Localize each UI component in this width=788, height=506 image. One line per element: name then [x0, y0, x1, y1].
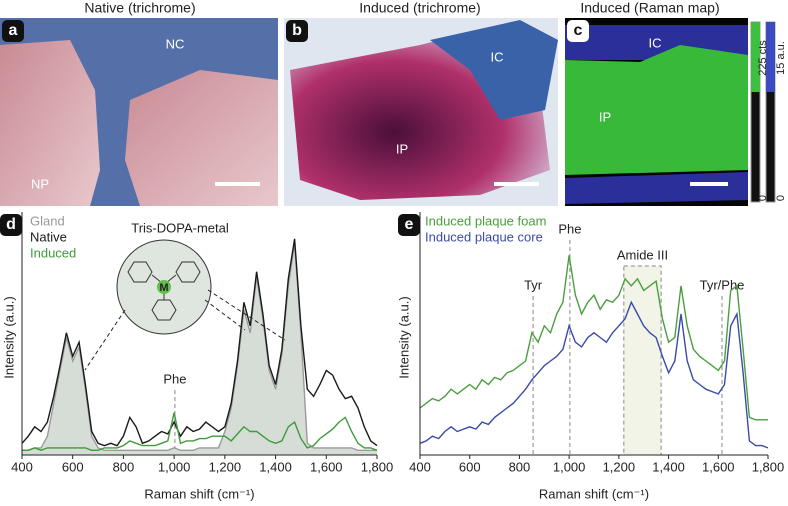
area: [22, 243, 377, 455]
x-tick-label: 1,800: [361, 459, 394, 474]
x-tick-label: 600: [62, 459, 84, 474]
panel-title: Induced (Raman map): [580, 0, 719, 16]
x-tick-label: 1,200: [209, 459, 242, 474]
legend-entry: Induced plaque core: [425, 229, 543, 244]
letter-box: [286, 20, 308, 42]
x-tick-label: 1,000: [158, 459, 191, 474]
series-line: [419, 300, 769, 449]
region-label: IC: [649, 35, 662, 50]
x-tick-label: 1,200: [603, 459, 636, 474]
scale-bar: [215, 182, 260, 186]
legend-entry: Native: [30, 229, 67, 244]
panel-title: Native (trichrome): [84, 0, 195, 16]
x-tick-label: 400: [11, 459, 33, 474]
letter-box: [567, 20, 589, 42]
inset-title: Tris-DOPA-metal: [131, 220, 229, 235]
region-label: IP: [599, 109, 611, 124]
panel-title: Induced (trichrome): [359, 0, 480, 16]
y-axis-title: Intensity (a.u.): [1, 296, 16, 378]
ring: [175, 261, 201, 283]
x-tick-label: 1,000: [553, 459, 586, 474]
colorbar: [751, 22, 760, 92]
tissue: [565, 172, 748, 204]
legend-entry: Induced: [30, 245, 76, 260]
region-label: NP: [31, 176, 49, 191]
metal-label: M: [159, 282, 168, 294]
tissue: [0, 40, 100, 206]
x-tick-label: 1,600: [702, 459, 735, 474]
annotation: Phe: [163, 371, 186, 386]
panel-a: Native (trichrome) a NC NP: [0, 0, 278, 206]
x-tick-label: 400: [409, 459, 431, 474]
x-axis-title: Raman shift (cm⁻¹): [144, 486, 254, 501]
legend-entry: Induced plaque foam: [425, 213, 546, 228]
colorbar-label: 0: [757, 195, 769, 201]
panel-b: Induced (trichrome) b IC IP: [284, 0, 558, 206]
colorbar-label: 225 cts: [757, 40, 769, 76]
series-line: [419, 255, 768, 421]
y-axis-title: Intensity (a.u.): [396, 296, 411, 378]
tissue: [565, 45, 748, 175]
legend-entry: Gland: [30, 213, 65, 228]
scale-bar: [690, 182, 728, 186]
colorbar-label: 0: [775, 195, 787, 201]
tissue: [125, 70, 278, 206]
highlight-band: [623, 265, 662, 456]
panel-letter: b: [292, 22, 302, 39]
region-label: IC: [491, 49, 504, 64]
series-line: [22, 412, 378, 452]
panel-letter: c: [574, 22, 583, 39]
panel-letter: e: [405, 216, 414, 233]
x-tick-label: 1,800: [752, 459, 785, 474]
scale-bar: [494, 182, 539, 186]
colorbar: [766, 22, 775, 92]
x-tick-label: 800: [113, 459, 135, 474]
series-line: [21, 238, 378, 447]
panel-letter: d: [6, 216, 16, 233]
arrow: [207, 289, 286, 341]
x-tick-label: 1,400: [259, 459, 292, 474]
ring: [127, 261, 153, 283]
arrow: [84, 309, 126, 371]
annotation: Tyr: [524, 277, 543, 292]
metal: [157, 280, 171, 294]
x-tick-label: 800: [509, 459, 531, 474]
x-tick-label: 600: [459, 459, 481, 474]
x-tick-label: 1,400: [652, 459, 685, 474]
arrow: [204, 299, 246, 331]
x-axis-title: Raman shift (cm⁻¹): [539, 486, 649, 501]
colorbar-label: 15 a.u.: [775, 41, 787, 75]
letter-box: [0, 214, 22, 236]
x-tick-label: 1,600: [310, 459, 343, 474]
region-label: NC: [166, 36, 185, 51]
annotation: Phe: [558, 221, 581, 236]
region-label: IP: [396, 141, 408, 156]
panel-c: Induced (Raman map) 225 cts 15 a.u. 0 0 …: [565, 0, 787, 206]
tissue: [430, 20, 558, 120]
letter-box: [398, 214, 420, 236]
ring: [151, 299, 177, 321]
letter-box: [2, 20, 24, 42]
annotation: Amide III: [617, 247, 668, 262]
inset: Tris-DOPA-metal M: [84, 220, 286, 371]
panel-letter: a: [9, 22, 18, 39]
